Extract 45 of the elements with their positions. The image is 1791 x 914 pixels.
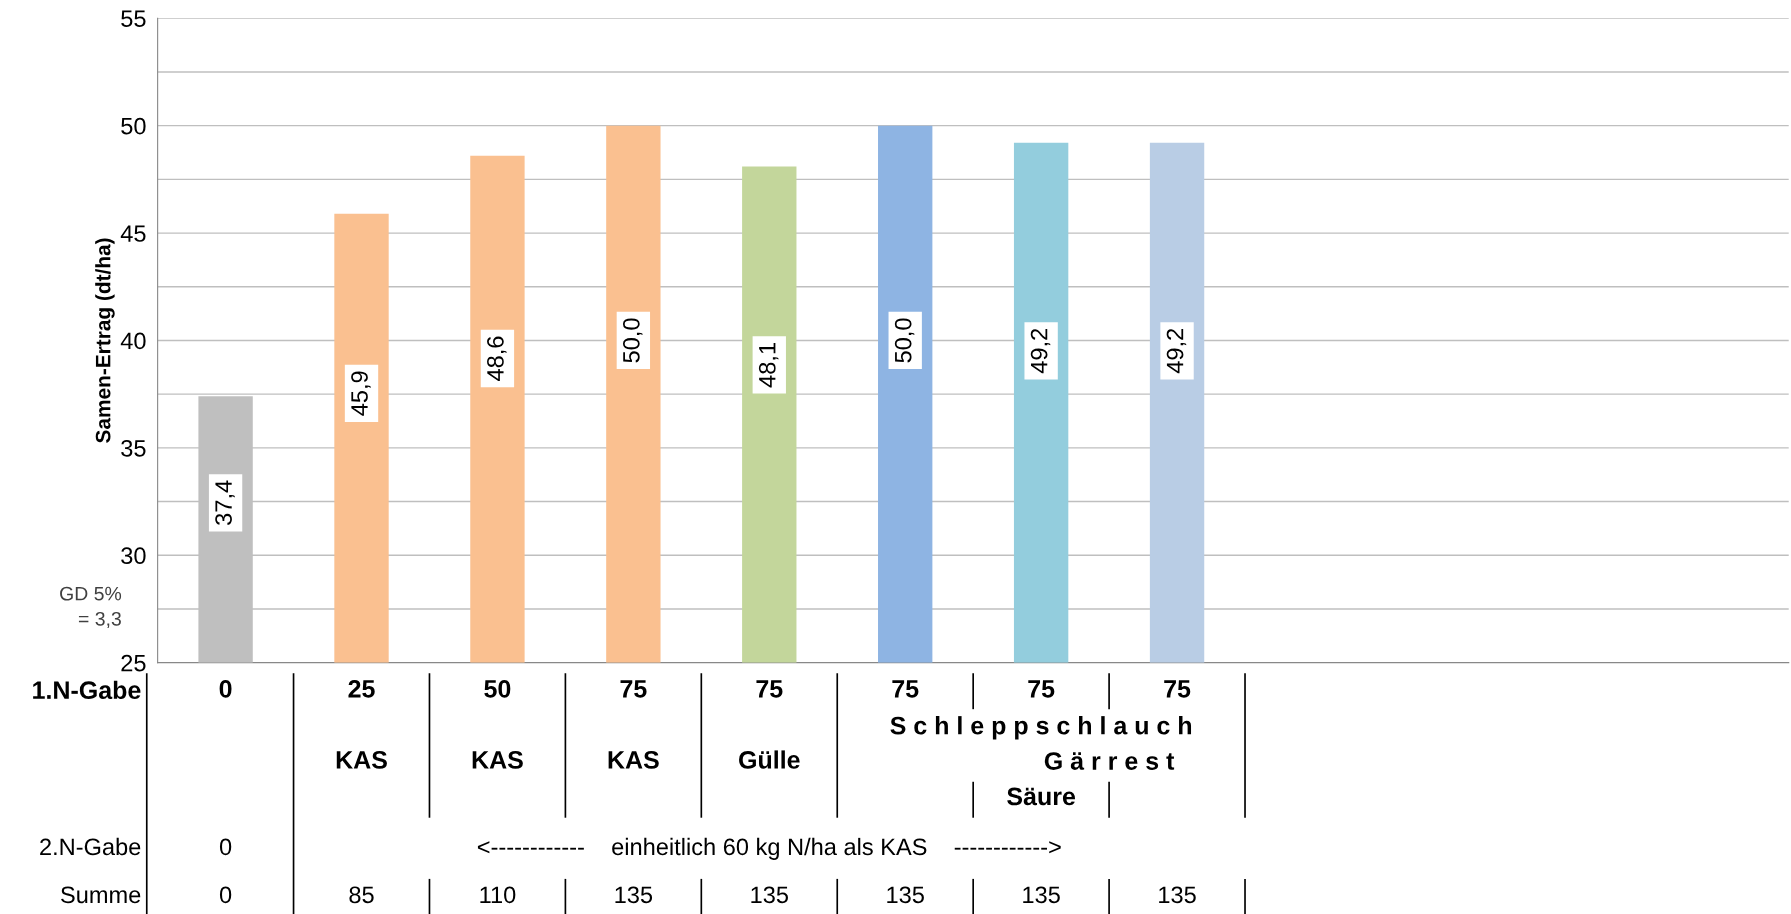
data-label: 48,6 — [487, 336, 507, 381]
text: 85 — [349, 886, 374, 904]
y-tick-label: 55 — [121, 10, 146, 28]
text: Säure — [1007, 787, 1076, 806]
x-tick-label: 75 — [1164, 680, 1191, 698]
text: 0 — [219, 886, 232, 904]
text: Summe — [61, 886, 141, 904]
text: 110 — [480, 886, 516, 904]
x-tick-label: 25 — [348, 679, 375, 698]
text: GD 5% = 3,3 — [60, 586, 122, 628]
data-label: 48,1 — [758, 343, 779, 388]
x-tick-label: 75 — [756, 680, 783, 698]
y-tick-label: 50 — [121, 117, 146, 135]
x-tick-label: 75 — [620, 680, 647, 698]
y-tick-label: 40 — [120, 332, 146, 350]
y-axis-title: Samen-Ertrag (dt/ha) — [95, 238, 115, 443]
text: G ä r r e s t — [1044, 752, 1175, 770]
x-tick-label: 75 — [892, 680, 919, 698]
x-tick-label: 75 — [1028, 680, 1055, 698]
data-label: 45,9 — [351, 371, 371, 416]
data-label: 50,0 — [894, 318, 915, 363]
text: 135 — [615, 886, 653, 904]
text: 135 — [1159, 886, 1196, 904]
data-label: 49,2 — [1166, 328, 1187, 374]
data-label: 50,0 — [622, 318, 643, 363]
text: Gülle — [739, 750, 800, 769]
text: KAS — [336, 751, 387, 769]
text: KAS — [472, 751, 523, 769]
y-tick-label: 25 — [121, 654, 146, 672]
text: 1.N-Gabe — [33, 680, 141, 700]
text: <------------ einheitlich 60 kg N/ha als KAS ------------> — [477, 837, 1061, 860]
x-tick-label: 0 — [219, 679, 232, 698]
data-label: 37,4 — [215, 480, 235, 525]
y-tick-label: 30 — [121, 547, 146, 565]
text: KAS — [608, 751, 659, 769]
x-tick-label: 50 — [484, 679, 511, 698]
y-tick-label: 35 — [121, 439, 146, 457]
data-label: 49,2 — [1030, 328, 1051, 374]
text: 135 — [1023, 886, 1060, 904]
text: 2.N-Gabe — [40, 837, 141, 856]
text: 135 — [887, 886, 924, 904]
text: 135 — [751, 886, 788, 904]
y-tick-label: 45 — [120, 225, 146, 242]
text: 0 — [219, 838, 232, 856]
text: S c h l e p p s c h l a u c h — [890, 716, 1192, 740]
